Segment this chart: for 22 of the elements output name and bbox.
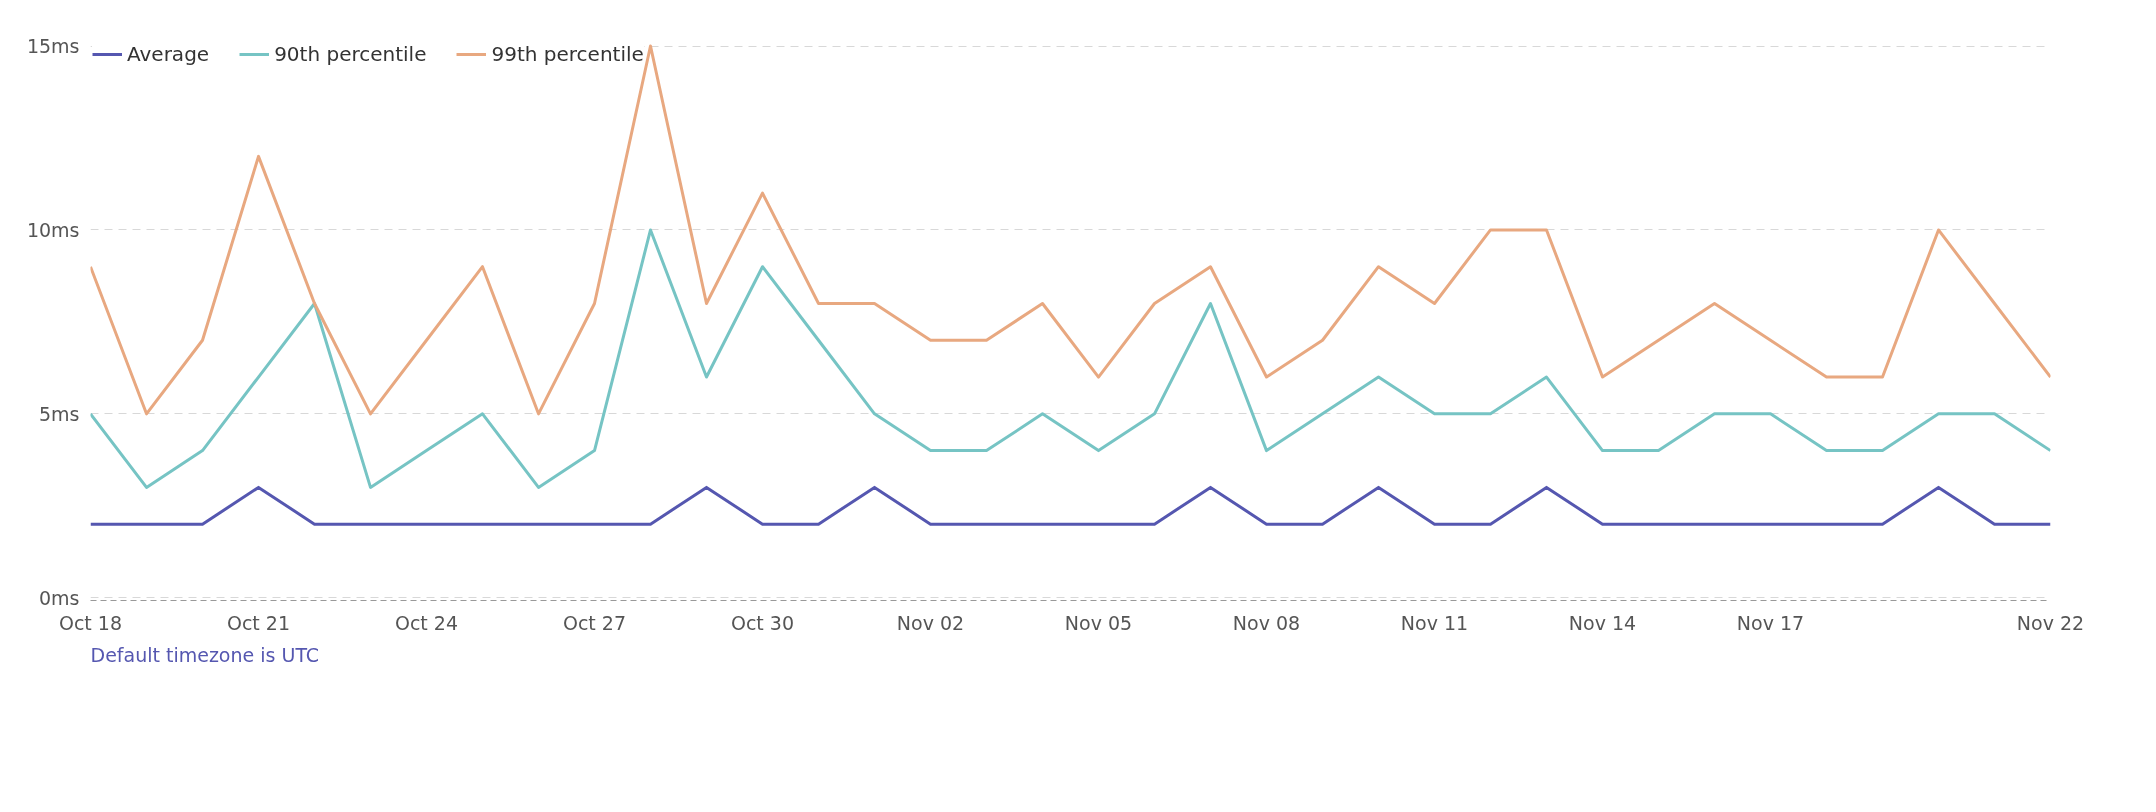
legend-label: 90th percentile [274, 42, 427, 66]
line-series [90, 228, 2051, 489]
y-tick-label: 15ms [26, 35, 80, 58]
legend-label: 99th percentile [491, 42, 644, 66]
x-tick-label: Nov 08 [1232, 611, 1301, 634]
x-tick-label: Oct 27 [562, 611, 627, 634]
x-tick-label: Nov 22 [2016, 611, 2085, 634]
x-tick-label: Oct 30 [730, 611, 795, 634]
y-tick-label: 0ms [39, 586, 80, 609]
legend-label: Average [127, 42, 210, 66]
x-tick-label: Nov 05 [1064, 611, 1133, 634]
y-tick-label: 10ms [26, 218, 80, 241]
x-tick-label: Oct 18 [58, 611, 123, 634]
x-tick-label: Oct 24 [394, 611, 459, 634]
x-tick-label: Nov 17 [1736, 611, 1805, 634]
x-tick-label: Nov 14 [1568, 611, 1637, 634]
line-series [90, 44, 2051, 416]
y-tick-label: 5ms [39, 402, 80, 425]
x-tick-label: Oct 21 [226, 611, 291, 634]
x-tick-label: Nov 11 [1400, 611, 1469, 634]
x-tick-label: Nov 02 [896, 611, 965, 634]
text: Default timezone is UTC [90, 643, 320, 666]
